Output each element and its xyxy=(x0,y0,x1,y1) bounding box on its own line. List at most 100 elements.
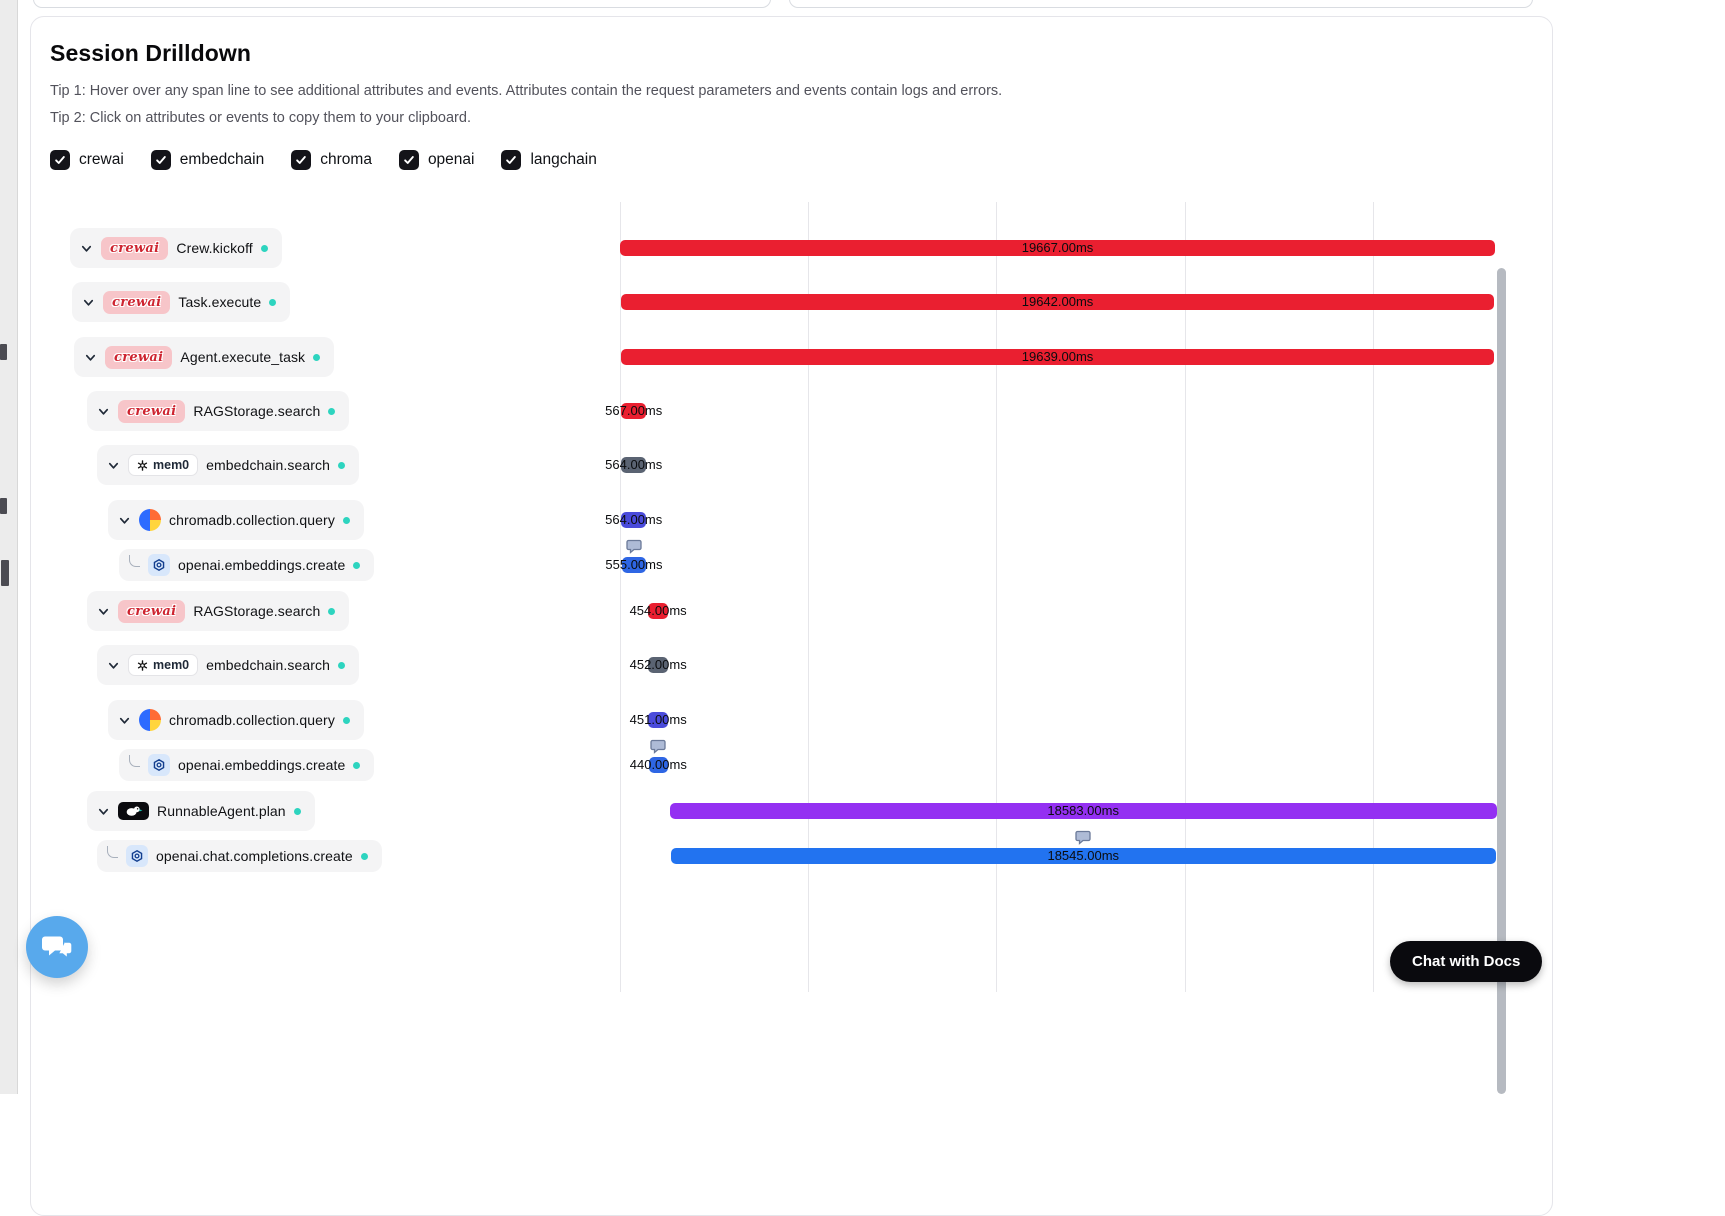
tip-2: Tip 2: Click on attributes or events to … xyxy=(50,110,471,126)
duration-bar[interactable]: 18545.00ms xyxy=(670,848,1496,864)
filter-langchain[interactable]: langchain xyxy=(501,150,597,170)
filter-chroma[interactable]: chroma xyxy=(291,150,372,170)
top-partial-card-left xyxy=(33,0,771,8)
checkbox-openai[interactable] xyxy=(398,150,419,170)
span-label-pill[interactable]: chromadb.collection.query xyxy=(108,500,364,540)
span-label-pill[interactable]: mem0 embedchain.search xyxy=(97,445,360,485)
span-row[interactable]: chromadb.collection.query 564.00ms xyxy=(0,493,1553,547)
status-dot xyxy=(328,407,336,415)
duration-bar[interactable]: 567.00ms xyxy=(605,403,662,419)
duration-bar[interactable]: 18583.00ms xyxy=(669,803,1497,819)
span-row[interactable]: mem0 embedchain.search 452.00ms xyxy=(0,638,1553,692)
duration-bar[interactable]: 452.00ms xyxy=(630,657,687,673)
span-row[interactable]: openai.chat.completions.create 18545.00ms xyxy=(0,829,1553,883)
span-row[interactable]: crewai Task.execute 19642.00ms xyxy=(0,275,1553,329)
duration-bar[interactable]: 555.00ms xyxy=(605,557,662,573)
page-edge-strip xyxy=(0,0,18,1094)
span-row[interactable]: crewai Agent.execute_task 19639.00ms xyxy=(0,330,1553,384)
span-label-pill[interactable]: openai.chat.completions.create xyxy=(97,840,382,872)
chevron-down-icon[interactable] xyxy=(97,605,110,618)
event-bubble-glyph xyxy=(626,539,642,554)
span-label-pill[interactable]: chromadb.collection.query xyxy=(108,700,364,740)
check-icon xyxy=(506,156,517,164)
span-row[interactable]: mem0 embedchain.search 564.00ms xyxy=(0,438,1553,492)
duration-bar[interactable]: 564.00ms xyxy=(605,512,662,528)
span-row[interactable]: crewai RAGStorage.search 567.00ms xyxy=(0,384,1553,438)
span-label-pill[interactable]: RunnableAgent.plan xyxy=(87,791,315,831)
check-icon xyxy=(296,156,307,164)
chevron-down-icon[interactable] xyxy=(118,514,131,527)
elbow-connector-icon xyxy=(129,554,140,567)
event-bubble-icon[interactable] xyxy=(1075,830,1091,845)
mem0-logo: mem0 xyxy=(128,654,199,676)
duration-bar[interactable]: 19667.00ms xyxy=(620,240,1495,256)
clipped-text-fragment xyxy=(0,344,7,360)
event-bubble-icon[interactable] xyxy=(650,739,666,754)
checkbox-chroma[interactable] xyxy=(291,150,312,170)
span-label-pill[interactable]: openai.embeddings.create xyxy=(119,549,375,581)
chevron-down-icon[interactable] xyxy=(107,459,120,472)
filter-label: chroma xyxy=(320,151,372,168)
span-name: Crew.kickoff xyxy=(176,240,253,256)
check-icon xyxy=(55,156,65,164)
filter-embedchain[interactable]: embedchain xyxy=(150,150,264,170)
span-row[interactable]: RunnableAgent.plan 18583.00ms xyxy=(0,784,1553,838)
chevron-down-icon[interactable] xyxy=(97,405,110,418)
chat-widget-launcher[interactable] xyxy=(26,916,88,978)
duration-bar[interactable]: 454.00ms xyxy=(630,603,687,619)
filter-crewai[interactable]: crewai xyxy=(50,150,124,170)
status-dot xyxy=(342,716,350,724)
chevron-down-icon[interactable] xyxy=(82,296,95,309)
elbow-connector-icon xyxy=(107,845,118,858)
span-name: openai.embeddings.create xyxy=(178,757,346,773)
duration-label: 440.00ms xyxy=(629,757,687,772)
span-row[interactable]: crewai RAGStorage.search 454.00ms xyxy=(0,584,1553,638)
chevron-down-icon[interactable] xyxy=(118,714,131,727)
timeline-gridline xyxy=(620,202,621,992)
span-name: RAGStorage.search xyxy=(193,603,321,619)
span-label-pill[interactable]: crewai Crew.kickoff xyxy=(70,228,282,268)
status-dot xyxy=(338,661,346,669)
crewai-logo: crewai xyxy=(118,399,186,423)
chevron-down-icon[interactable] xyxy=(84,351,97,364)
chevron-down-icon[interactable] xyxy=(107,659,120,672)
chat-with-docs-button[interactable]: Chat with Docs xyxy=(1390,941,1543,982)
timeline-gridline xyxy=(996,202,997,992)
status-dot xyxy=(260,244,268,252)
span-label-pill[interactable]: crewai Task.execute xyxy=(72,282,291,322)
span-row[interactable]: crewai Crew.kickoff 19667.00ms xyxy=(0,221,1553,275)
checkbox-embedchain[interactable] xyxy=(150,150,171,170)
duration-label: 19667.00ms xyxy=(1021,240,1094,255)
span-row[interactable]: chromadb.collection.query 451.00ms xyxy=(0,693,1553,747)
span-name: RAGStorage.search xyxy=(193,403,321,419)
duration-bar[interactable]: 440.00ms xyxy=(630,757,687,773)
checkbox-crewai[interactable] xyxy=(50,150,70,170)
span-name: Task.execute xyxy=(178,294,262,310)
span-label-pill[interactable]: crewai Agent.execute_task xyxy=(74,337,335,377)
span-row[interactable]: openai.embeddings.create 555.00ms xyxy=(0,538,1553,592)
event-bubble-glyph xyxy=(1075,830,1091,845)
duration-bar[interactable]: 564.00ms xyxy=(605,457,662,473)
span-label-pill[interactable]: crewai RAGStorage.search xyxy=(87,591,350,631)
span-name: Agent.execute_task xyxy=(180,349,306,365)
duration-label: 567.00ms xyxy=(605,403,663,418)
span-row[interactable]: openai.embeddings.create 440.00ms xyxy=(0,738,1553,792)
event-bubble-icon[interactable] xyxy=(626,539,642,554)
span-label-pill[interactable]: mem0 embedchain.search xyxy=(97,645,360,685)
span-name: chromadb.collection.query xyxy=(169,512,335,528)
filter-openai[interactable]: openai xyxy=(398,150,474,170)
span-label-pill[interactable]: crewai RAGStorage.search xyxy=(87,391,350,431)
duration-bar[interactable]: 19639.00ms xyxy=(620,349,1495,365)
chevron-down-icon[interactable] xyxy=(97,805,110,818)
checkbox-langchain[interactable] xyxy=(501,150,522,170)
clipped-text-fragment xyxy=(0,498,7,514)
chevron-down-icon[interactable] xyxy=(80,242,93,255)
duration-bar[interactable]: 451.00ms xyxy=(630,712,687,728)
event-bubble-glyph xyxy=(650,739,666,754)
vertical-scrollbar-thumb[interactable] xyxy=(1497,268,1506,1094)
duration-label: 564.00ms xyxy=(605,512,663,527)
library-filter-bar: crewai embedchain chroma openai langchain xyxy=(50,150,597,170)
duration-label: 555.00ms xyxy=(605,557,663,572)
span-label-pill[interactable]: openai.embeddings.create xyxy=(119,749,375,781)
duration-bar[interactable]: 19642.00ms xyxy=(620,294,1495,310)
